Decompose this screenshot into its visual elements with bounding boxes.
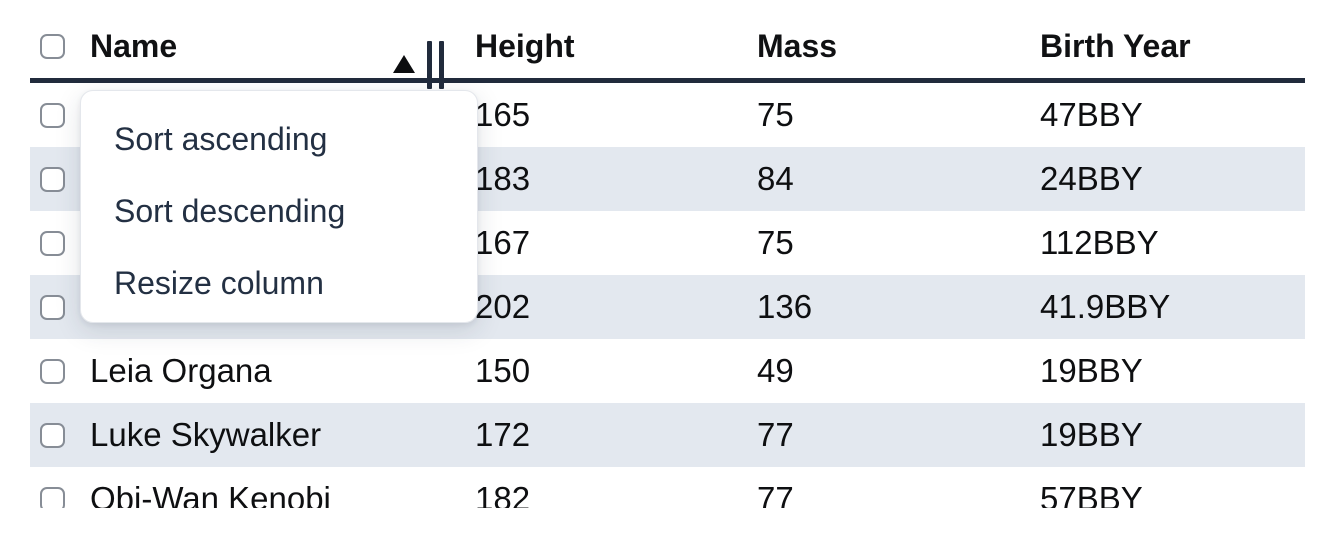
cell-mass: 84 bbox=[757, 160, 794, 197]
cell-height: 150 bbox=[475, 352, 531, 389]
sort-ascending-icon bbox=[393, 54, 415, 73]
menu-item-sort-descending[interactable]: Sort descending bbox=[114, 192, 346, 229]
header-height[interactable]: Height bbox=[445, 14, 727, 65]
cell-height: 182 bbox=[475, 480, 531, 508]
column-context-menu: Sort ascending Sort descending Resize co… bbox=[80, 90, 478, 323]
header-birth-year-label: Birth Year bbox=[1040, 27, 1191, 64]
table-row[interactable]: Obi-Wan Kenobi 182 77 57BBY bbox=[30, 467, 1305, 508]
cell-mass: 75 bbox=[757, 224, 794, 261]
header-name[interactable]: Name bbox=[80, 14, 445, 89]
cell-birth-year: 41.9BBY bbox=[1040, 288, 1171, 325]
table-row[interactable]: Luke Skywalker 172 77 19BBY bbox=[30, 403, 1305, 467]
cell-birth-year: 57BBY bbox=[1040, 480, 1143, 508]
column-resize-handle-icon[interactable] bbox=[427, 40, 444, 89]
cell-height: 183 bbox=[475, 160, 531, 197]
menu-item-sort-ascending[interactable]: Sort ascending bbox=[114, 120, 328, 157]
menu-item-resize-column[interactable]: Resize column bbox=[114, 264, 324, 301]
cell-mass: 77 bbox=[757, 480, 794, 508]
select-all-checkbox[interactable] bbox=[40, 33, 65, 59]
cell-mass: 77 bbox=[757, 416, 794, 453]
header-mass[interactable]: Mass bbox=[727, 14, 1010, 65]
cell-height: 167 bbox=[475, 224, 531, 261]
table-header-row: Name Height Mass Birth Year bbox=[30, 0, 1305, 89]
cell-name: Obi-Wan Kenobi bbox=[90, 480, 331, 508]
cell-height: 202 bbox=[475, 288, 531, 325]
table-row[interactable]: Leia Organa 150 49 19BBY bbox=[30, 339, 1305, 403]
cell-birth-year: 19BBY bbox=[1040, 416, 1143, 453]
row-checkbox[interactable] bbox=[40, 422, 65, 448]
header-height-label: Height bbox=[475, 27, 575, 64]
cell-mass: 75 bbox=[757, 96, 794, 133]
table-row[interactable]: 167 75 112BBY bbox=[30, 211, 1305, 275]
cell-birth-year: 24BBY bbox=[1040, 160, 1143, 197]
header-checkbox-cell bbox=[30, 20, 80, 59]
row-checkbox[interactable] bbox=[40, 294, 65, 320]
header-birth-year[interactable]: Birth Year bbox=[1010, 14, 1305, 65]
cell-name: Leia Organa bbox=[90, 352, 272, 389]
cell-birth-year: 19BBY bbox=[1040, 352, 1143, 389]
row-checkbox[interactable] bbox=[40, 486, 65, 508]
cell-mass: 49 bbox=[757, 352, 794, 389]
header-name-label: Name bbox=[90, 27, 178, 64]
table-row[interactable]: 165 75 47BBY bbox=[30, 83, 1305, 147]
table-row[interactable]: 202 136 41.9BBY bbox=[30, 275, 1305, 339]
data-table: Name Height Mass Birth Year 165 75 47BBY… bbox=[30, 0, 1305, 508]
cell-birth-year: 47BBY bbox=[1040, 96, 1143, 133]
cell-name: Luke Skywalker bbox=[90, 416, 322, 453]
cell-mass: 136 bbox=[757, 288, 813, 325]
row-checkbox[interactable] bbox=[40, 358, 65, 384]
cell-birth-year: 112BBY bbox=[1040, 224, 1159, 261]
header-mass-label: Mass bbox=[757, 27, 838, 64]
row-checkbox[interactable] bbox=[40, 230, 65, 256]
cell-height: 172 bbox=[475, 416, 531, 453]
cell-height: 165 bbox=[475, 96, 531, 133]
row-checkbox[interactable] bbox=[40, 102, 65, 128]
row-checkbox[interactable] bbox=[40, 166, 65, 192]
